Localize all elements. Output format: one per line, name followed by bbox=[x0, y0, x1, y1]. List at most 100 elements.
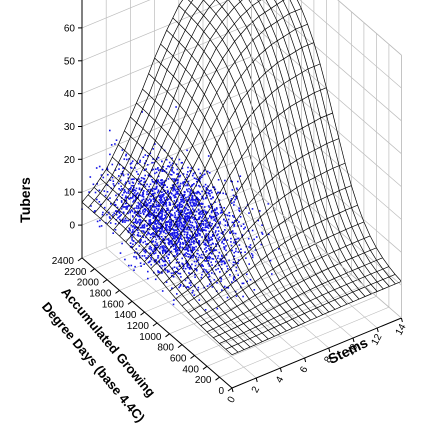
data-point bbox=[200, 202, 203, 205]
data-point bbox=[207, 241, 210, 244]
data-point bbox=[205, 212, 207, 215]
data-point bbox=[210, 280, 212, 283]
data-point bbox=[106, 191, 109, 193]
data-point bbox=[165, 179, 167, 182]
data-point bbox=[192, 241, 195, 243]
data-point bbox=[182, 214, 184, 216]
data-point bbox=[191, 197, 193, 199]
data-point bbox=[187, 180, 190, 183]
data-point bbox=[193, 228, 196, 231]
data-point bbox=[118, 216, 120, 218]
data-point bbox=[235, 250, 237, 253]
data-point bbox=[201, 174, 204, 177]
data-point bbox=[199, 213, 201, 215]
data-point bbox=[196, 191, 198, 193]
data-point bbox=[152, 158, 154, 160]
data-point bbox=[141, 199, 143, 201]
data-point bbox=[196, 180, 198, 183]
data-point bbox=[173, 266, 176, 268]
data-point bbox=[139, 256, 141, 259]
data-point bbox=[210, 252, 213, 255]
surface-line bbox=[150, 63, 321, 269]
data-point bbox=[176, 236, 178, 238]
data-point bbox=[187, 215, 189, 217]
data-point bbox=[143, 162, 146, 165]
data-point bbox=[195, 202, 197, 204]
data-point bbox=[114, 204, 117, 206]
data-point bbox=[159, 246, 162, 248]
data-point bbox=[124, 190, 127, 193]
data-point bbox=[155, 228, 157, 231]
data-point bbox=[255, 236, 258, 238]
data-point bbox=[168, 227, 171, 229]
data-point bbox=[184, 220, 186, 223]
data-point bbox=[208, 172, 211, 174]
data-point bbox=[157, 271, 160, 274]
data-point bbox=[123, 189, 126, 192]
data-point bbox=[173, 178, 175, 180]
data-point bbox=[213, 215, 215, 218]
data-point bbox=[199, 225, 202, 227]
data-point bbox=[155, 187, 158, 190]
data-point bbox=[122, 167, 124, 169]
data-point bbox=[150, 263, 152, 266]
data-point bbox=[234, 220, 236, 222]
data-point bbox=[163, 180, 166, 182]
data-point bbox=[133, 233, 135, 236]
data-point bbox=[226, 296, 229, 299]
data-point bbox=[178, 204, 181, 207]
data-point bbox=[198, 263, 200, 266]
data-point bbox=[137, 206, 140, 209]
data-point bbox=[124, 221, 126, 223]
data-point bbox=[198, 254, 201, 257]
data-point bbox=[142, 156, 145, 158]
data-point bbox=[201, 273, 203, 276]
data-point bbox=[171, 193, 173, 195]
data-point bbox=[183, 201, 186, 203]
data-point bbox=[224, 229, 226, 231]
surface-line bbox=[181, 185, 352, 307]
y-tick-mark bbox=[215, 376, 220, 381]
data-point bbox=[233, 216, 235, 218]
data-point bbox=[188, 244, 190, 246]
data-point bbox=[126, 205, 128, 208]
data-point bbox=[166, 213, 168, 216]
data-point bbox=[147, 261, 150, 264]
data-point bbox=[198, 204, 200, 207]
data-point bbox=[201, 217, 203, 219]
data-point bbox=[135, 207, 137, 209]
data-point bbox=[197, 289, 199, 291]
data-point bbox=[174, 234, 176, 237]
data-point bbox=[130, 186, 132, 189]
data-point bbox=[167, 220, 170, 222]
data-point bbox=[172, 228, 174, 231]
data-point bbox=[187, 199, 190, 202]
data-point bbox=[182, 264, 185, 266]
data-point bbox=[99, 219, 101, 222]
data-point bbox=[221, 254, 223, 257]
data-point bbox=[155, 186, 158, 188]
surface-line bbox=[81, 0, 184, 203]
data-point bbox=[178, 239, 180, 242]
data-point bbox=[168, 204, 171, 206]
data-point bbox=[200, 206, 203, 208]
data-point bbox=[188, 198, 191, 200]
data-point bbox=[230, 202, 233, 204]
data-point bbox=[106, 168, 109, 171]
data-point bbox=[179, 175, 181, 178]
data-point bbox=[137, 202, 140, 204]
data-point bbox=[128, 264, 130, 267]
data-point bbox=[127, 219, 130, 222]
z-tick-label: 20 bbox=[64, 155, 76, 166]
data-point bbox=[140, 177, 143, 179]
data-point bbox=[183, 181, 186, 183]
data-point bbox=[224, 213, 227, 216]
data-point bbox=[235, 197, 238, 200]
data-point bbox=[165, 216, 167, 219]
data-point bbox=[134, 221, 136, 224]
data-point bbox=[131, 237, 133, 239]
data-point bbox=[176, 182, 178, 185]
data-point bbox=[175, 251, 177, 253]
data-point bbox=[165, 168, 168, 170]
data-point bbox=[195, 203, 198, 206]
